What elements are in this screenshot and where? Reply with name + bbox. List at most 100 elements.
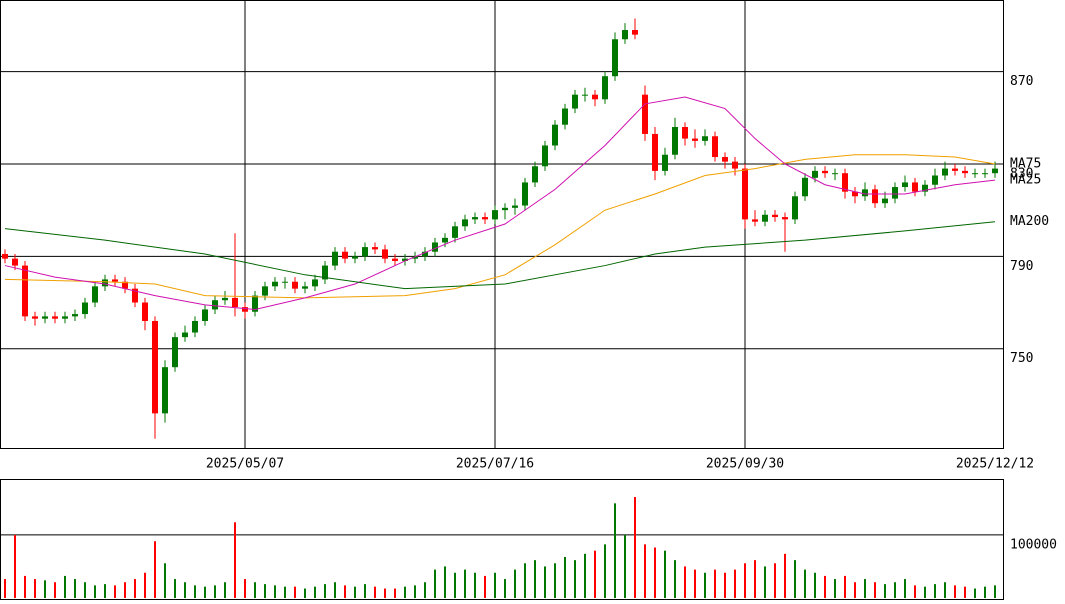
volume-bar	[84, 582, 86, 598]
volume-bar	[824, 575, 826, 598]
volume-bar	[954, 585, 956, 598]
volume-bar	[914, 585, 916, 598]
candle-body	[172, 337, 178, 368]
candle-body	[722, 157, 728, 162]
volume-bar	[384, 588, 386, 598]
candle-body	[572, 94, 578, 109]
candle-body	[272, 281, 278, 287]
volume-bar	[994, 585, 996, 598]
candle-body	[462, 219, 468, 227]
candle-body	[262, 286, 268, 296]
candle-body	[22, 265, 28, 317]
volume-bar	[314, 586, 316, 598]
candle-body	[502, 207, 508, 211]
volume-bar	[4, 579, 6, 598]
volume-bar	[564, 556, 566, 598]
volume-bar	[114, 585, 116, 598]
volume-bar	[24, 575, 26, 598]
candle-body	[562, 108, 568, 125]
volume-bar	[594, 550, 596, 598]
volume-bar	[484, 575, 486, 598]
candle-body	[282, 281, 288, 283]
candle-body	[892, 187, 898, 199]
candle-body	[342, 251, 348, 259]
candle-body	[842, 173, 848, 192]
volume-bar	[214, 585, 216, 598]
volume-bar	[294, 586, 296, 598]
volume-bar	[364, 584, 366, 598]
candle-body	[162, 367, 168, 414]
y-tick-label: 100000	[1010, 537, 1057, 552]
candle-body	[882, 198, 888, 204]
candle-body	[712, 136, 718, 158]
candle-body	[12, 258, 18, 266]
y-tick-label: 790	[1010, 259, 1033, 274]
x-tick-label: 2025/05/07	[206, 457, 284, 472]
candle-body	[992, 168, 998, 174]
volume-bar	[454, 572, 456, 598]
volume-bar	[654, 547, 656, 598]
candle-body	[752, 219, 758, 222]
candle-body	[182, 332, 188, 338]
candle-body	[212, 300, 218, 310]
x-tick-label: 2025/12/12	[956, 457, 1034, 472]
candle-body	[382, 249, 388, 259]
candle-body	[522, 182, 528, 206]
candle-body	[152, 320, 158, 414]
volume-bar	[274, 585, 276, 598]
volume-bar	[74, 579, 76, 598]
candle-body	[532, 166, 538, 183]
candle-body	[612, 39, 618, 77]
volume-bar	[754, 560, 756, 598]
candle-body	[202, 309, 208, 321]
candle-body	[2, 254, 8, 259]
candle-body	[602, 76, 608, 100]
volume-bar	[324, 584, 326, 598]
volume-bar	[544, 566, 546, 598]
volume-bar	[984, 586, 986, 598]
candle-body	[42, 316, 48, 319]
volume-bar	[584, 553, 586, 598]
candle-body	[782, 217, 788, 220]
candle-body	[762, 214, 768, 222]
volume-bar	[494, 572, 496, 598]
volume-bar	[644, 544, 646, 598]
candle-body	[542, 145, 548, 167]
candle-body	[862, 189, 868, 197]
volume-bar	[854, 582, 856, 598]
candle-body	[302, 286, 308, 289]
candle-body	[822, 170, 828, 174]
candle-body	[252, 295, 258, 312]
candle-body	[802, 177, 808, 197]
volume-bar	[624, 534, 626, 598]
candle-body	[102, 279, 108, 287]
volume-bar	[534, 560, 536, 598]
candle-body	[582, 94, 588, 96]
moving-average-line	[4, 221, 996, 290]
candle-body	[422, 251, 428, 257]
candle-body	[932, 175, 938, 185]
volume-bar	[634, 497, 636, 598]
volume-bar	[204, 586, 206, 598]
candle-body	[692, 138, 698, 141]
volume-bar	[674, 560, 676, 598]
candle-body	[322, 265, 328, 280]
volume-bar	[254, 582, 256, 598]
price-panel-frame	[0, 0, 1004, 449]
volume-bar	[444, 566, 446, 598]
volume-bar	[504, 579, 506, 598]
candle-body	[372, 247, 378, 250]
volume-bar	[264, 584, 266, 598]
volume-bar	[724, 572, 726, 598]
candle-body	[672, 127, 678, 155]
volume-bar	[874, 582, 876, 598]
volume-bar	[944, 582, 946, 598]
candle-body	[332, 251, 338, 266]
volume-bar	[344, 585, 346, 598]
volume-bar	[414, 585, 416, 598]
candle-body	[52, 316, 58, 319]
legend-label: MA75	[1010, 156, 1041, 171]
volume-bar	[124, 582, 126, 598]
candle-body	[472, 217, 478, 220]
